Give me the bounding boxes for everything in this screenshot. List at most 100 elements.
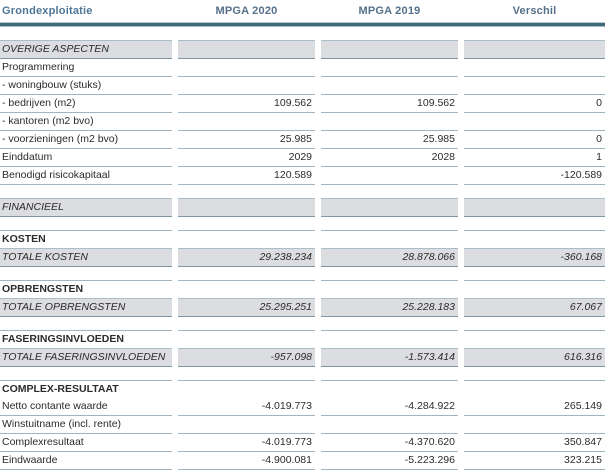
value-mpga-2019 — [321, 59, 458, 77]
value-mpga-2020 — [178, 77, 315, 95]
value-mpga-2019 — [321, 416, 458, 434]
spacer-row — [0, 267, 605, 280]
page-title: Grondexploitatie — [2, 5, 93, 17]
grondexploitatie-table: OVERIGE ASPECTEN Programmering - woningb… — [0, 40, 605, 470]
value-verschil: -120.589 — [464, 167, 605, 185]
value-mpga-2019 — [321, 40, 458, 59]
value-mpga-2019 — [321, 198, 458, 217]
section-header-kosten: KOSTEN — [0, 230, 605, 248]
value-mpga-2019: 25.228.183 — [321, 298, 458, 317]
value-verschil: 265.149 — [464, 398, 605, 416]
value-mpga-2019 — [321, 280, 458, 298]
header-rule — [0, 22, 605, 27]
value-mpga-2020 — [178, 280, 315, 298]
value-mpga-2020 — [178, 198, 315, 217]
table-row: Winstuitname (incl. rente) — [0, 416, 605, 434]
table-row: - bedrijven (m2) 109.562 109.562 0 — [0, 95, 605, 113]
value-mpga-2020: -4.900.081 — [178, 452, 315, 470]
value-mpga-2020: 29.238.234 — [178, 248, 315, 267]
column-header-mpga-2020: MPGA 2020 — [215, 5, 278, 17]
value-mpga-2020: 25.295.251 — [178, 298, 315, 317]
value-verschil: 350.847 — [464, 434, 605, 452]
row-label: FINANCIEEL — [0, 198, 172, 217]
value-verschil: 0 — [464, 95, 605, 113]
value-verschil: 0 — [464, 131, 605, 149]
value-mpga-2020 — [178, 230, 315, 248]
section-band-financieel: FINANCIEEL — [0, 198, 605, 217]
spacer-row — [0, 317, 605, 330]
value-verschil: 616.316 — [464, 348, 605, 367]
value-mpga-2020: 109.562 — [178, 95, 315, 113]
value-mpga-2020 — [178, 416, 315, 434]
value-verschil — [464, 380, 605, 398]
row-label: - woningbouw (stuks) — [0, 77, 172, 95]
table-row: - kantoren (m2 bvo) — [0, 113, 605, 131]
value-mpga-2020: -957.098 — [178, 348, 315, 367]
value-verschil — [464, 40, 605, 59]
value-mpga-2020 — [178, 59, 315, 77]
value-mpga-2019 — [321, 330, 458, 348]
value-mpga-2019: 109.562 — [321, 95, 458, 113]
row-label: Einddatum — [0, 149, 172, 167]
spacer-row — [0, 367, 605, 380]
value-mpga-2019: 2028 — [321, 149, 458, 167]
total-row-totale-faseringsinvloeden: TOTALE FASERINGSINVLOEDEN -957.098 -1.57… — [0, 348, 605, 367]
value-verschil — [464, 230, 605, 248]
value-mpga-2020: -4.019.773 — [178, 434, 315, 452]
value-verschil: -360.168 — [464, 248, 605, 267]
value-mpga-2020 — [178, 330, 315, 348]
row-label: Eindwaarde — [0, 452, 172, 470]
table-row: Eindwaarde -4.900.081 -5.223.296 323.215 — [0, 452, 605, 470]
row-label: Winstuitname (incl. rente) — [0, 416, 172, 434]
section-header-complex-resultaat: COMPLEX-RESULTAAT — [0, 380, 605, 398]
row-label: TOTALE OPBRENGSTEN — [0, 298, 172, 317]
value-mpga-2020: 2029 — [178, 149, 315, 167]
section-header-opbrengsten: OPBRENGSTEN — [0, 280, 605, 298]
value-verschil — [464, 416, 605, 434]
row-label: OPBRENGSTEN — [0, 280, 172, 298]
table-row: Netto contante waarde -4.019.773 -4.284.… — [0, 398, 605, 416]
value-verschil: 323.215 — [464, 452, 605, 470]
table-row: - woningbouw (stuks) — [0, 77, 605, 95]
row-label: - voorzieningen (m2 bvo) — [0, 131, 172, 149]
value-verschil — [464, 198, 605, 217]
value-verschil — [464, 280, 605, 298]
spacer-row — [0, 217, 605, 230]
value-mpga-2019: -5.223.296 — [321, 452, 458, 470]
table-header: Grondexploitatie MPGA 2020 MPGA 2019 Ver… — [0, 0, 605, 19]
row-label: TOTALE KOSTEN — [0, 248, 172, 267]
row-label: Netto contante waarde — [0, 398, 172, 416]
value-verschil — [464, 330, 605, 348]
value-verschil — [464, 77, 605, 95]
value-mpga-2019 — [321, 380, 458, 398]
value-mpga-2019 — [321, 77, 458, 95]
section-band-overige-aspecten: OVERIGE ASPECTEN — [0, 40, 605, 59]
value-mpga-2019: 28.878.066 — [321, 248, 458, 267]
table-row: Benodigd risicokapitaal 120.589 -120.589 — [0, 167, 605, 185]
value-mpga-2020: 25.985 — [178, 131, 315, 149]
value-mpga-2019: -4.370.620 — [321, 434, 458, 452]
value-mpga-2019: -4.284.922 — [321, 398, 458, 416]
row-label: Complexresultaat — [0, 434, 172, 452]
value-mpga-2020 — [178, 113, 315, 131]
value-mpga-2020 — [178, 40, 315, 59]
row-label: COMPLEX-RESULTAAT — [0, 380, 172, 398]
value-mpga-2020 — [178, 380, 315, 398]
row-label: KOSTEN — [0, 230, 172, 248]
column-header-mpga-2019: MPGA 2019 — [358, 5, 421, 17]
total-row-totale-kosten: TOTALE KOSTEN 29.238.234 28.878.066 -360… — [0, 248, 605, 267]
row-label: Programmering — [0, 59, 172, 77]
table-row: - voorzieningen (m2 bvo) 25.985 25.985 0 — [0, 131, 605, 149]
section-header-faseringsinvloeden: FASERINGSINVLOEDEN — [0, 330, 605, 348]
value-verschil: 67.067 — [464, 298, 605, 317]
row-label: Benodigd risicokapitaal — [0, 167, 172, 185]
table-row: Programmering — [0, 59, 605, 77]
value-verschil: 1 — [464, 149, 605, 167]
value-mpga-2020: 120.589 — [178, 167, 315, 185]
row-label: - bedrijven (m2) — [0, 95, 172, 113]
row-label: FASERINGSINVLOEDEN — [0, 330, 172, 348]
value-mpga-2019: 25.985 — [321, 131, 458, 149]
value-mpga-2019 — [321, 113, 458, 131]
column-header-verschil: Verschil — [512, 5, 557, 17]
value-mpga-2020: -4.019.773 — [178, 398, 315, 416]
